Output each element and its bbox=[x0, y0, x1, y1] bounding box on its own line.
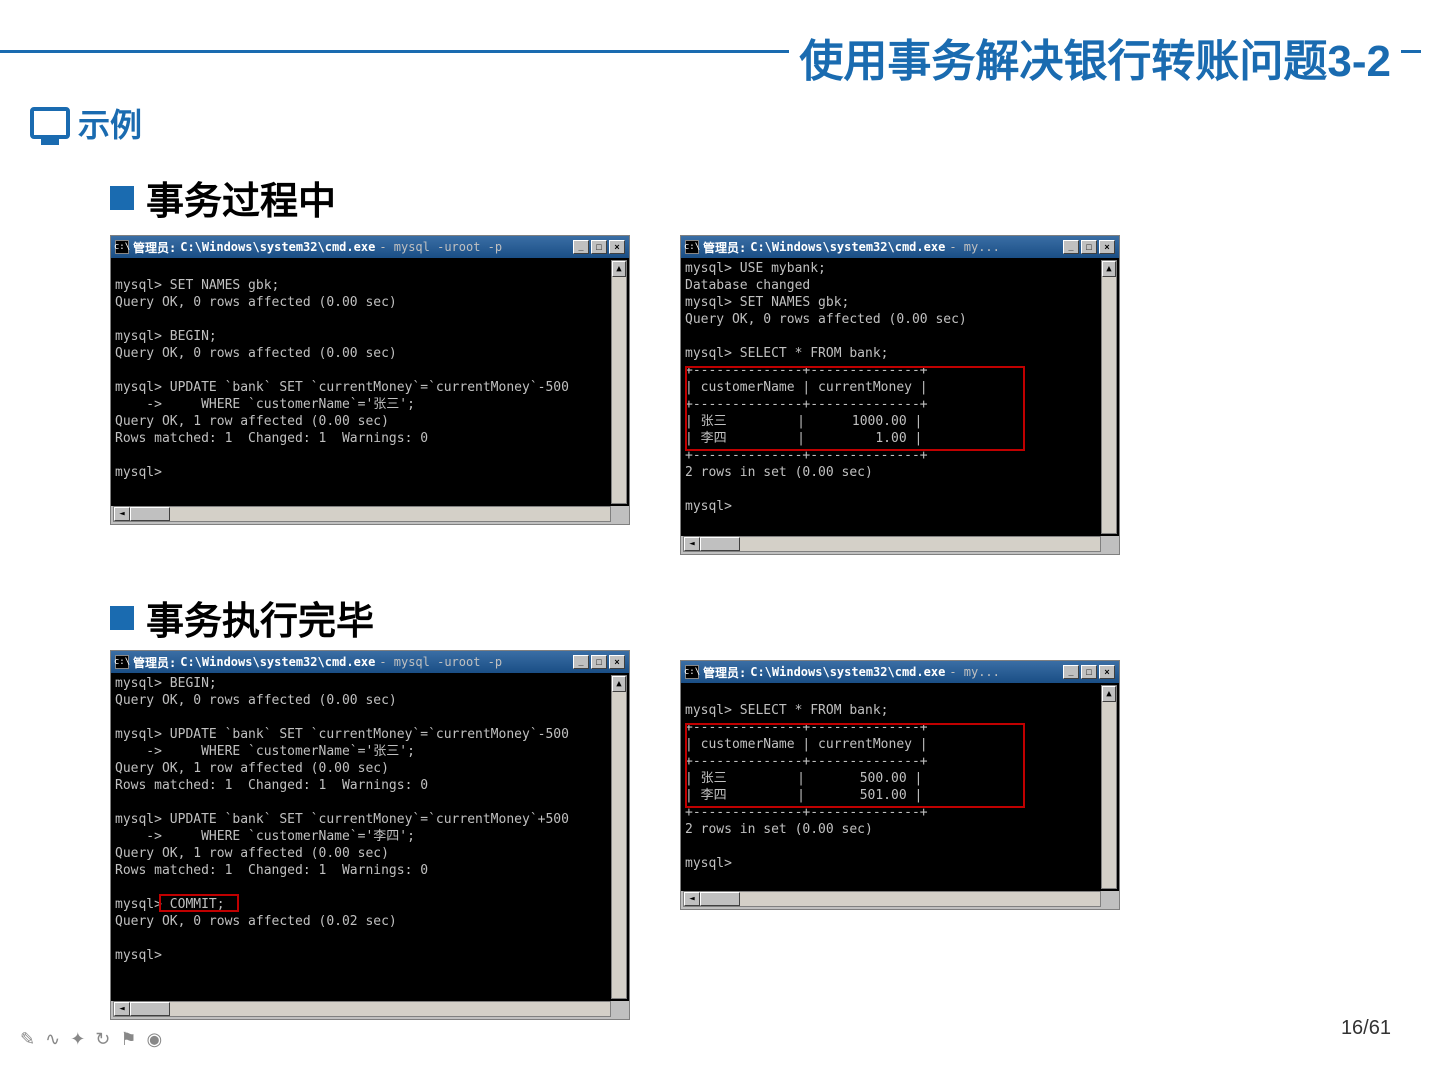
heading-1-text: 事务过程中 bbox=[146, 170, 336, 225]
scroll-thumb[interactable] bbox=[130, 1002, 170, 1016]
scroll-left-button[interactable]: ◄ bbox=[684, 892, 700, 906]
horizontal-scrollbar[interactable]: ◄ bbox=[113, 506, 611, 522]
window-titlebar[interactable]: c:\ 管理员: C:\Windows\system32\cmd.exe - m… bbox=[681, 236, 1119, 258]
refresh-icon[interactable]: ↻ bbox=[95, 1029, 110, 1050]
scroll-up-button[interactable]: ▲ bbox=[1102, 261, 1116, 277]
titlebar-prefix: 管理员: bbox=[133, 239, 176, 256]
flag-icon[interactable]: ⚑ bbox=[120, 1029, 136, 1050]
section-heading-1: 事务过程中 bbox=[110, 170, 336, 225]
horizontal-scrollbar[interactable]: ◄ bbox=[113, 1001, 611, 1017]
titlebar-suffix: - my... bbox=[949, 240, 1000, 254]
minimize-button[interactable]: _ bbox=[573, 240, 589, 254]
resize-handle[interactable] bbox=[1101, 536, 1117, 552]
cmd-icon: c:\ bbox=[115, 240, 129, 254]
close-button[interactable]: × bbox=[1099, 665, 1115, 679]
vertical-scrollbar[interactable]: ▲ bbox=[1101, 260, 1117, 534]
window-buttons: _ □ × bbox=[1063, 665, 1115, 679]
close-button[interactable]: × bbox=[609, 240, 625, 254]
vertical-scrollbar[interactable]: ▲ bbox=[611, 675, 627, 999]
cmd-icon: c:\ bbox=[685, 665, 699, 679]
page-number: 16/61 bbox=[1341, 1017, 1391, 1040]
bullet-square-icon bbox=[110, 606, 134, 630]
subtitle-text: 示例 bbox=[78, 100, 142, 146]
titlebar-suffix: - mysql -uroot -p bbox=[379, 240, 502, 254]
titlebar-path: C:\Windows\system32\cmd.exe bbox=[180, 240, 375, 254]
star-icon[interactable]: ✦ bbox=[70, 1029, 85, 1050]
vertical-scrollbar[interactable]: ▲ bbox=[1101, 685, 1117, 889]
cmd-window-4: c:\ 管理员: C:\Windows\system32\cmd.exe - m… bbox=[680, 660, 1120, 910]
pencil-icon[interactable]: ✎ bbox=[20, 1029, 35, 1050]
resize-handle[interactable] bbox=[611, 1001, 627, 1017]
bullet-square-icon bbox=[110, 186, 134, 210]
window-buttons: _ □ × bbox=[573, 240, 625, 254]
cmd-window-2: c:\ 管理员: C:\Windows\system32\cmd.exe - m… bbox=[680, 235, 1120, 555]
slide-title: 使用事务解决银行转账问题3-2 bbox=[789, 25, 1401, 89]
titlebar-suffix: - my... bbox=[949, 665, 1000, 679]
maximize-button[interactable]: □ bbox=[1081, 665, 1097, 679]
titlebar-prefix: 管理员: bbox=[703, 664, 746, 681]
bottom-toolbar: ✎ ∿ ✦ ↻ ⚑ ◉ bbox=[20, 1029, 162, 1050]
scroll-left-button[interactable]: ◄ bbox=[684, 537, 700, 551]
close-button[interactable]: × bbox=[1099, 240, 1115, 254]
minimize-button[interactable]: _ bbox=[1063, 665, 1079, 679]
window-titlebar[interactable]: c:\ 管理员: C:\Windows\system32\cmd.exe - m… bbox=[111, 651, 629, 673]
cmd-content[interactable]: mysql> SELECT * FROM bank; +------------… bbox=[681, 683, 1119, 891]
resize-handle[interactable] bbox=[1101, 891, 1117, 907]
scroll-thumb[interactable] bbox=[700, 892, 740, 906]
scroll-up-button[interactable]: ▲ bbox=[1102, 686, 1116, 702]
cmd-content[interactable]: mysql> SET NAMES gbk; Query OK, 0 rows a… bbox=[111, 258, 629, 506]
window-buttons: _ □ × bbox=[1063, 240, 1115, 254]
resize-handle[interactable] bbox=[611, 506, 627, 522]
horizontal-scrollbar[interactable]: ◄ bbox=[683, 891, 1101, 907]
scroll-thumb[interactable] bbox=[130, 507, 170, 521]
titlebar-path: C:\Windows\system32\cmd.exe bbox=[750, 240, 945, 254]
scroll-thumb[interactable] bbox=[700, 537, 740, 551]
titlebar-prefix: 管理员: bbox=[703, 239, 746, 256]
cmd-content[interactable]: mysql> USE mybank; Database changed mysq… bbox=[681, 258, 1119, 536]
horizontal-scrollbar[interactable]: ◄ bbox=[683, 536, 1101, 552]
maximize-button[interactable]: □ bbox=[1081, 240, 1097, 254]
maximize-button[interactable]: □ bbox=[591, 240, 607, 254]
window-titlebar[interactable]: c:\ 管理员: C:\Windows\system32\cmd.exe - m… bbox=[681, 661, 1119, 683]
subtitle-row: 示例 bbox=[30, 100, 142, 146]
scroll-up-button[interactable]: ▲ bbox=[612, 676, 626, 692]
vertical-scrollbar[interactable]: ▲ bbox=[611, 260, 627, 504]
cmd-icon: c:\ bbox=[685, 240, 699, 254]
titlebar-path: C:\Windows\system32\cmd.exe bbox=[750, 665, 945, 679]
cmd-content[interactable]: mysql> BEGIN; Query OK, 0 rows affected … bbox=[111, 673, 629, 1001]
scroll-left-button[interactable]: ◄ bbox=[114, 507, 130, 521]
minimize-button[interactable]: _ bbox=[573, 655, 589, 669]
window-titlebar[interactable]: c:\ 管理员: C:\Windows\system32\cmd.exe - m… bbox=[111, 236, 629, 258]
maximize-button[interactable]: □ bbox=[591, 655, 607, 669]
minimize-button[interactable]: _ bbox=[1063, 240, 1079, 254]
scroll-left-button[interactable]: ◄ bbox=[114, 1002, 130, 1016]
titlebar-prefix: 管理员: bbox=[133, 654, 176, 671]
slide-title-divider: 使用事务解决银行转账问题3-2 bbox=[0, 50, 1421, 110]
wave-icon[interactable]: ∿ bbox=[45, 1029, 60, 1050]
window-buttons: _ □ × bbox=[573, 655, 625, 669]
target-icon[interactable]: ◉ bbox=[147, 1029, 163, 1050]
cmd-icon: c:\ bbox=[115, 655, 129, 669]
scroll-up-button[interactable]: ▲ bbox=[612, 261, 626, 277]
titlebar-suffix: - mysql -uroot -p bbox=[379, 655, 502, 669]
cmd-window-1: c:\ 管理员: C:\Windows\system32\cmd.exe - m… bbox=[110, 235, 630, 525]
cmd-window-3: c:\ 管理员: C:\Windows\system32\cmd.exe - m… bbox=[110, 650, 630, 1020]
close-button[interactable]: × bbox=[609, 655, 625, 669]
monitor-icon bbox=[30, 107, 70, 139]
titlebar-path: C:\Windows\system32\cmd.exe bbox=[180, 655, 375, 669]
section-heading-2: 事务执行完毕 bbox=[110, 590, 374, 645]
heading-2-text: 事务执行完毕 bbox=[146, 590, 374, 645]
